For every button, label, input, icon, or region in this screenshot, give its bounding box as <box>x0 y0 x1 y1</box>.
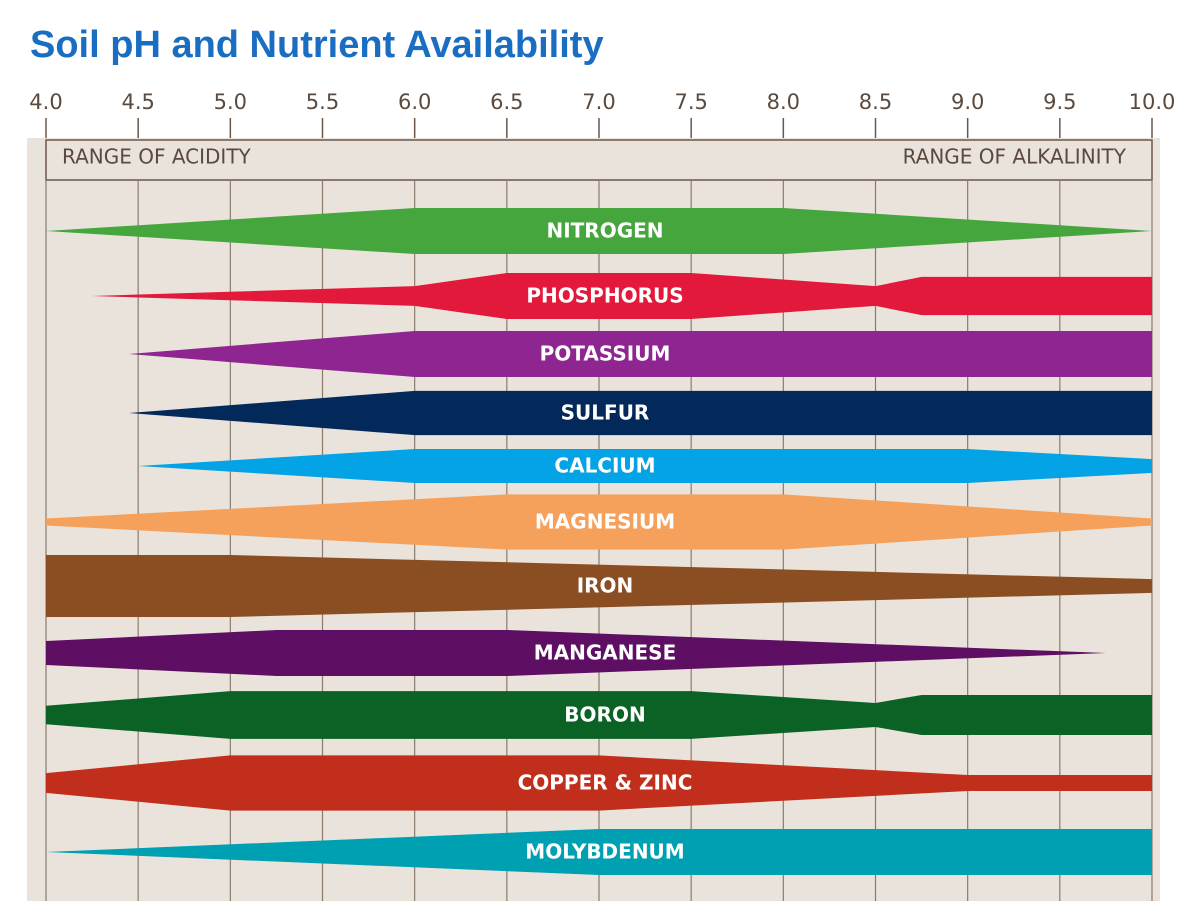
band-label: IRON <box>577 574 634 598</box>
chart-title: Soil pH and Nutrient Availability <box>30 24 604 66</box>
x-tick-label: 5.5 <box>306 90 339 114</box>
acid-label: RANGE OF ACIDITY <box>62 145 252 169</box>
band-label: SULFUR <box>561 401 650 425</box>
nutrient-band <box>46 494 1152 550</box>
nutrient-band <box>129 390 1152 436</box>
nutrient-band <box>46 208 1152 254</box>
nutrient-band <box>46 630 1106 676</box>
x-tick-label: 9.5 <box>1043 90 1076 114</box>
x-tick-label: 4.0 <box>29 90 62 114</box>
x-tick-label: 7.5 <box>674 90 707 114</box>
nutrient-band <box>129 331 1152 377</box>
bands: NITROGEN PHOSPHORUS POTASSIUM SULFUR CALCIUM… <box>46 208 1153 875</box>
x-tick-label: 4.5 <box>121 90 154 114</box>
band-label: COPPER & ZINC <box>518 771 693 795</box>
band-label: MAGNESIUM <box>535 510 675 534</box>
band-label: MANGANESE <box>534 641 676 665</box>
x-tick-label: 6.0 <box>398 90 431 114</box>
nutrient-band <box>46 755 1152 811</box>
x-tick-label: 7.0 <box>582 90 615 114</box>
nutrient-band <box>92 273 1153 319</box>
band-label: NITROGEN <box>546 219 663 243</box>
x-tick-label: 5.0 <box>214 90 247 114</box>
band-label: MOLYBDENUM <box>525 840 684 864</box>
nutrient-band <box>46 691 1152 739</box>
x-tick-label: 6.5 <box>490 90 523 114</box>
x-tick-label: 8.5 <box>859 90 892 114</box>
band-label: POTASSIUM <box>540 342 671 366</box>
band-label: CALCIUM <box>554 454 655 478</box>
alkaline-label: RANGE OF ALKALINITY <box>903 145 1127 169</box>
x-tick-label: 10.0 <box>1129 90 1176 114</box>
band-label: PHOSPHORUS <box>526 284 683 308</box>
nutrient-band <box>46 829 1152 875</box>
x-tick-label: 9.0 <box>951 90 984 114</box>
nutrient-band <box>46 555 1152 617</box>
x-tick-label: 8.0 <box>767 90 800 114</box>
band-label: BORON <box>564 703 645 727</box>
nutrient-band <box>138 449 1152 483</box>
